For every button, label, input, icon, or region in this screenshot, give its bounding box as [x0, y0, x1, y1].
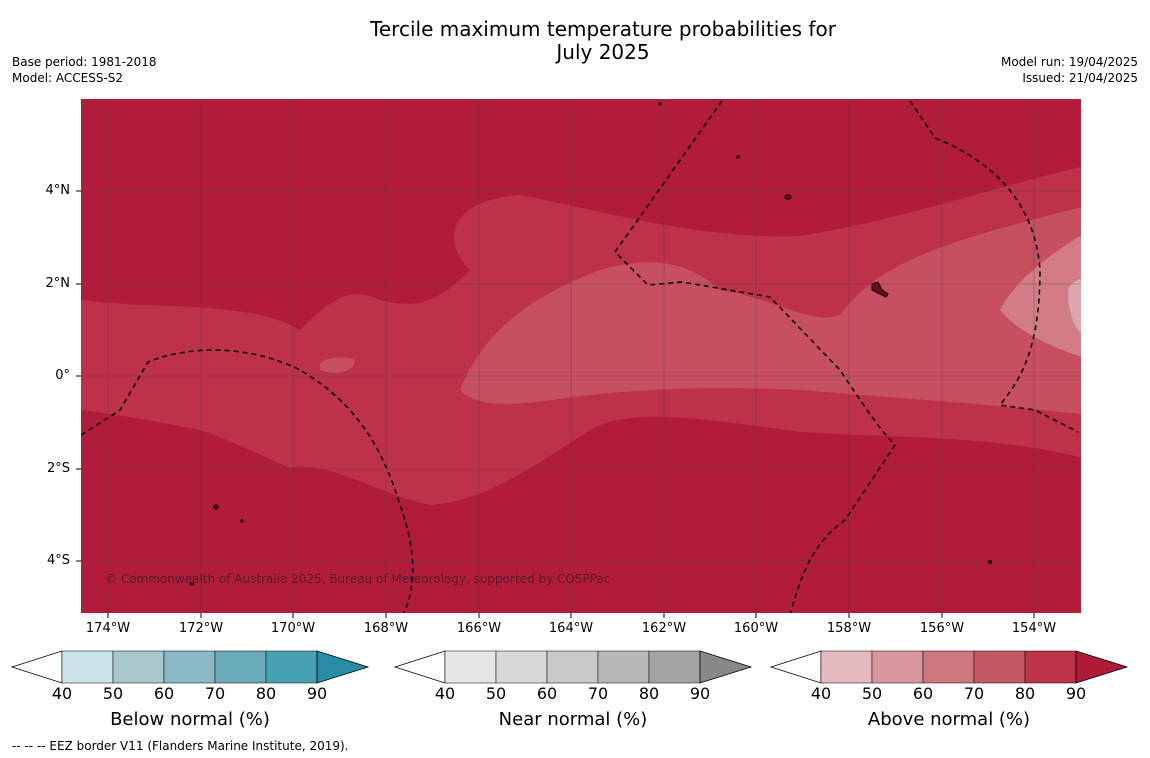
island — [240, 519, 244, 523]
base-period: Base period: 1981-2018 — [12, 55, 157, 69]
lon-tick-label: 156°W — [919, 621, 965, 636]
band-70-patch — [320, 357, 355, 373]
colorbar-tick-label: 60 — [153, 684, 175, 703]
eez-border-west — [81, 349, 414, 613]
island — [190, 582, 194, 586]
lon-tick-label: 154°W — [1011, 621, 1057, 636]
colorbar-3 — [769, 650, 1129, 684]
colorbar-tick-label: 90 — [306, 684, 328, 703]
colorbars — [10, 650, 1129, 684]
colorbar-label: Below normal (%) — [110, 709, 270, 730]
lon-tick-label: 162°W — [641, 621, 687, 636]
lon-tick-label: 168°W — [363, 621, 409, 636]
colorbar-segment — [444, 650, 497, 684]
colorbar-tick-label: 70 — [204, 684, 226, 703]
colorbar-extend-low — [393, 650, 446, 684]
band-50 — [1068, 278, 1081, 334]
colorbar-extend-high — [699, 650, 753, 684]
colorbar-segment — [495, 650, 548, 684]
island — [213, 504, 219, 510]
run-info: Model run: 19/04/2025 Issued: 21/04/2025 — [1001, 54, 1138, 86]
colorbar-label: Above normal (%) — [867, 709, 1031, 730]
colorbar-tick-label: 80 — [1014, 684, 1036, 703]
colorbar-label: Near normal (%) — [498, 709, 648, 730]
lon-tick-label: 160°W — [733, 621, 779, 636]
colorbar-tick-label: 40 — [434, 684, 456, 703]
colorbar-tick-label: 70 — [587, 684, 609, 703]
colorbar-tick-label: 40 — [810, 684, 832, 703]
lat-tick-label: 2°N — [45, 276, 71, 291]
colorbar-tick-label: 80 — [638, 684, 660, 703]
colorbar-segment — [597, 650, 650, 684]
island — [736, 155, 740, 159]
lon-tick-label: 166°W — [456, 621, 502, 636]
lon-tick-label: 172°W — [178, 621, 224, 636]
colorbar-2 — [393, 650, 753, 684]
colorbar-extend-high — [316, 650, 370, 684]
base-info: Base period: 1981-2018 Model: ACCESS-S2 — [12, 54, 157, 86]
colorbar-tick-label: 40 — [51, 684, 73, 703]
colorbar-tick-label: 70 — [963, 684, 985, 703]
colorbar-1 — [10, 650, 370, 684]
colorbar-segment — [648, 650, 701, 684]
band-60 — [1000, 235, 1081, 357]
title-line-1: Tercile maximum temperature probabilitie… — [370, 17, 836, 41]
copyright-notice: © Commonwealth of Australia 2025, Bureau… — [105, 572, 611, 586]
colorbar-segment — [214, 650, 267, 684]
colorbar-segment — [265, 650, 318, 684]
lon-tick-label: 164°W — [548, 621, 594, 636]
eez-border-east-south — [909, 100, 1079, 433]
colorbar-segment — [61, 650, 114, 684]
colorbar-segment — [922, 650, 975, 684]
lat-tick-label: 2°S — [46, 461, 70, 476]
lon-tick-label: 174°W — [85, 621, 131, 636]
axis-ticks — [76, 190, 1035, 618]
colorbar-tick-label: 50 — [485, 684, 507, 703]
island — [784, 194, 792, 200]
lat-tick-label: 0° — [55, 368, 70, 383]
colorbar-segment — [163, 650, 216, 684]
colorbar-segment — [973, 650, 1026, 684]
colorbar-segment — [1024, 650, 1077, 684]
colorbar-tick-label: 50 — [861, 684, 883, 703]
island — [658, 102, 662, 106]
colorbar-tick-label: 60 — [912, 684, 934, 703]
colorbar-tick-label: 50 — [102, 684, 124, 703]
model-name: Model: ACCESS-S2 — [12, 71, 124, 85]
colorbar-tick-label: 90 — [1065, 684, 1087, 703]
colorbar-tick-label: 80 — [255, 684, 277, 703]
map-title: Tercile maximum temperature probabilitie… — [0, 18, 1150, 64]
graticule — [81, 99, 1081, 613]
eez-borders — [81, 100, 1079, 613]
lat-tick-label: 4°S — [46, 553, 70, 568]
model-run: Model run: 19/04/2025 — [1000, 55, 1138, 69]
colorbar-segment — [546, 650, 599, 684]
band-70 — [460, 207, 1081, 415]
colorbar-tick-label: 60 — [536, 684, 558, 703]
eez-footnote: -- -- -- EEZ border V11 (Flanders Marine… — [12, 739, 349, 753]
island — [871, 281, 889, 298]
map-area — [81, 99, 1081, 613]
colorbar-tick-label: 90 — [689, 684, 711, 703]
title-line-2: July 2025 — [556, 40, 650, 64]
issued-date: Issued: 21/04/2025 — [1022, 71, 1138, 85]
colorbar-extend-low — [10, 650, 63, 684]
lon-tick-label: 158°W — [826, 621, 872, 636]
lat-tick-label: 4°N — [45, 183, 71, 198]
lon-tick-label: 170°W — [270, 621, 316, 636]
colorbar-extend-low — [769, 650, 822, 684]
colorbar-segment — [820, 650, 873, 684]
colorbar-extend-high — [1075, 650, 1129, 684]
colorbar-segment — [871, 650, 924, 684]
colorbar-segment — [112, 650, 165, 684]
